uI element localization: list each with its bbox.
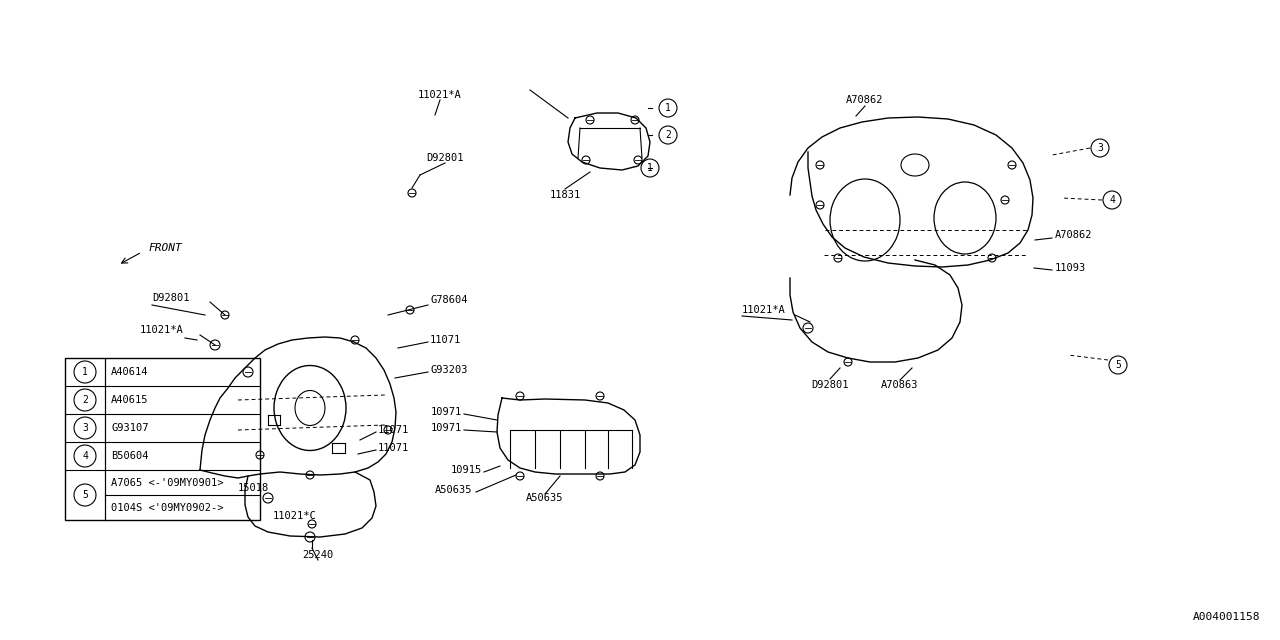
Text: A004001158: A004001158 <box>1193 612 1260 622</box>
Text: G93203: G93203 <box>430 365 467 375</box>
Text: A40614: A40614 <box>111 367 148 377</box>
Text: 15018: 15018 <box>237 483 269 493</box>
Text: 2: 2 <box>666 130 671 140</box>
Text: 2: 2 <box>82 395 88 405</box>
Text: 11831: 11831 <box>549 190 581 200</box>
Text: 0104S <'09MY0902->: 0104S <'09MY0902-> <box>111 502 224 513</box>
Text: 11021*A: 11021*A <box>419 90 462 100</box>
Text: 3: 3 <box>82 423 88 433</box>
Text: B50604: B50604 <box>111 451 148 461</box>
Text: 3: 3 <box>1097 143 1103 153</box>
Text: G93107: G93107 <box>111 423 148 433</box>
Text: 5: 5 <box>82 490 88 500</box>
Text: D92801: D92801 <box>426 153 463 163</box>
Text: 5: 5 <box>1115 360 1121 370</box>
Text: FRONT: FRONT <box>148 243 182 253</box>
Text: 4: 4 <box>82 451 88 461</box>
Text: 1: 1 <box>666 103 671 113</box>
Text: 10971: 10971 <box>431 423 462 433</box>
Text: D92801: D92801 <box>812 380 849 390</box>
Text: 1: 1 <box>82 367 88 377</box>
Text: A70863: A70863 <box>881 380 919 390</box>
Text: D92801: D92801 <box>152 293 189 303</box>
Text: 11071: 11071 <box>378 425 410 435</box>
Text: 11071: 11071 <box>430 335 461 345</box>
Text: 11021*A: 11021*A <box>140 325 184 335</box>
Text: A50635: A50635 <box>434 485 472 495</box>
Bar <box>65 358 260 520</box>
Text: G78604: G78604 <box>430 295 467 305</box>
Text: 11021*C: 11021*C <box>273 511 317 521</box>
Text: 11071: 11071 <box>378 443 410 453</box>
Text: A70862: A70862 <box>1055 230 1093 240</box>
Text: 11093: 11093 <box>1055 263 1087 273</box>
Text: A50635: A50635 <box>526 493 563 503</box>
Text: 11021*A: 11021*A <box>742 305 786 315</box>
Text: A40615: A40615 <box>111 395 148 405</box>
Text: A7065 <-'09MY0901>: A7065 <-'09MY0901> <box>111 477 224 488</box>
Text: 10971: 10971 <box>431 407 462 417</box>
Text: 4: 4 <box>1108 195 1115 205</box>
Text: 1: 1 <box>648 163 653 173</box>
Text: A70862: A70862 <box>846 95 883 105</box>
Text: 25240: 25240 <box>302 550 334 560</box>
Text: 10915: 10915 <box>451 465 483 475</box>
